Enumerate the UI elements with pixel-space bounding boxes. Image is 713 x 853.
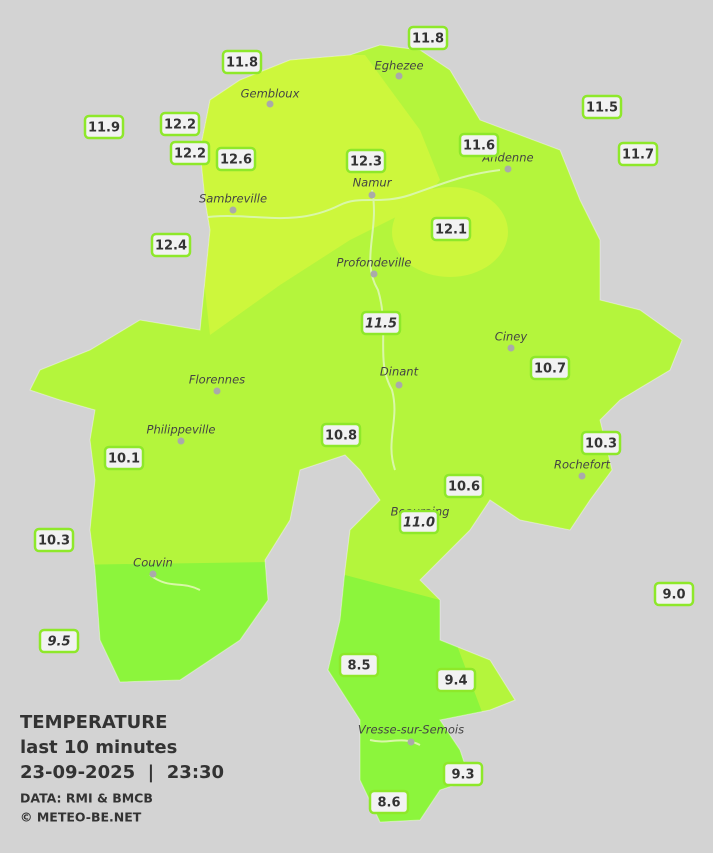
station-box	[617, 141, 659, 167]
station-value: 10.8	[325, 429, 357, 444]
station-value: 11.0	[403, 516, 435, 531]
station-value: 11.8	[226, 56, 258, 71]
station-box	[38, 628, 80, 654]
city-dot	[504, 165, 512, 173]
city-label: Vresse-sur-Semois	[358, 723, 464, 737]
station-box	[430, 216, 472, 242]
city-dot	[507, 344, 515, 352]
city-dot	[395, 72, 403, 80]
station-box	[150, 232, 192, 258]
station-value: 9.5	[47, 635, 70, 650]
city-dot	[368, 191, 376, 199]
station-box	[458, 132, 500, 158]
station-box	[398, 509, 440, 535]
city-label: Sambreville	[199, 192, 267, 206]
city-dot	[177, 437, 185, 445]
station-box	[653, 581, 695, 607]
station-box	[435, 667, 477, 693]
station-value: 12.2	[174, 147, 206, 162]
station-box	[159, 111, 201, 137]
city-label: Namur	[353, 176, 393, 190]
station-box	[221, 49, 263, 75]
city-dot	[395, 381, 403, 389]
city-label: Couvin	[133, 556, 173, 570]
station-value: 12.6	[220, 153, 252, 168]
legend: TEMPERATURE last 10 minutes 23-09-2025 |…	[20, 712, 224, 825]
station-box	[320, 422, 362, 448]
station-box	[33, 527, 75, 553]
station-value: 9.0	[662, 588, 685, 603]
city-dot	[149, 570, 157, 578]
city-label: Profondeville	[337, 256, 412, 270]
rivers	[149, 169, 501, 746]
station-value: 12.2	[164, 118, 196, 133]
station-box	[407, 25, 449, 51]
station-value: 9.4	[444, 674, 467, 689]
legend-timestamp: 23-09-2025 | 23:30	[20, 762, 224, 783]
station-box	[103, 445, 145, 471]
station-box	[529, 355, 571, 381]
stations: 11.8 11.8 11.5 11.9 12.2 12.2 12.6 12.3 11.6 11.7…	[33, 25, 695, 815]
station-box	[442, 761, 484, 787]
station-box	[443, 473, 485, 499]
station-value: 11.5	[365, 317, 397, 332]
station-value: 11.7	[622, 148, 654, 163]
city-label: Eghezee	[374, 59, 423, 73]
city-label: Florennes	[189, 373, 245, 387]
station-value: 10.3	[38, 534, 70, 549]
station-box	[581, 94, 623, 120]
station-box	[83, 114, 125, 140]
station-value: 8.5	[347, 659, 370, 674]
station-box	[580, 430, 622, 456]
station-value: 10.1	[108, 452, 140, 467]
station-value: 11.5	[586, 101, 618, 116]
city-dot	[229, 206, 237, 214]
station-box	[360, 310, 402, 336]
station-value: 10.6	[448, 480, 480, 495]
legend-subtitle: last 10 minutes	[20, 737, 177, 758]
city-label: Gembloux	[241, 87, 300, 101]
zone-warm	[195, 55, 440, 335]
city-dot	[578, 472, 586, 480]
city-label: Philippeville	[147, 423, 216, 437]
station-box	[169, 140, 211, 166]
city-dot	[407, 738, 415, 746]
station-box	[215, 146, 257, 172]
city-dot	[213, 387, 221, 395]
station-value: 12.1	[435, 223, 467, 238]
station-value: 10.3	[585, 437, 617, 452]
city-label: Rochefort	[554, 458, 611, 472]
station-value: 12.4	[155, 239, 187, 254]
city-dot	[266, 100, 274, 108]
city-dot	[370, 270, 378, 278]
station-value: 10.7	[534, 362, 566, 377]
station-box	[368, 789, 410, 815]
legend-credit: © METEO-BE.NET	[20, 810, 142, 825]
station-value: 11.8	[412, 32, 444, 47]
station-value: 11.9	[88, 121, 120, 136]
station-box	[338, 652, 380, 678]
station-value: 11.6	[463, 139, 495, 154]
legend-source: DATA: RMI & BMCB	[20, 791, 153, 806]
city-label: Ciney	[495, 330, 528, 344]
city-label: Dinant	[380, 365, 419, 379]
station-value: 12.3	[350, 155, 382, 170]
station-value: 9.3	[451, 768, 474, 783]
legend-title: TEMPERATURE	[20, 712, 167, 733]
station-value: 8.6	[377, 796, 400, 811]
station-box	[345, 148, 387, 174]
